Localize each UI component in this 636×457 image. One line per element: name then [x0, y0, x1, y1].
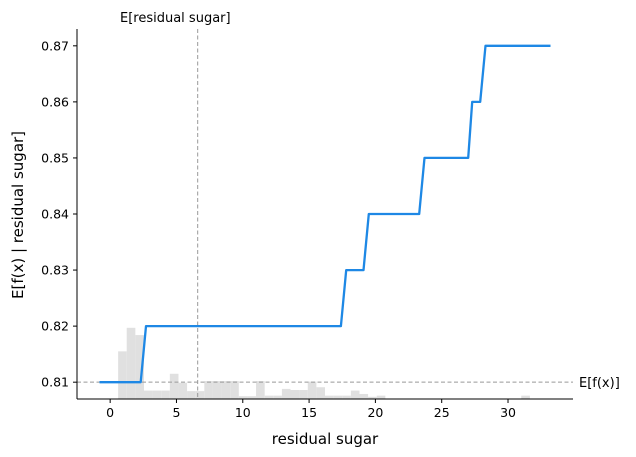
- y-tick-label: 0.83: [41, 263, 69, 278]
- x-tick-label: 20: [367, 405, 383, 420]
- y-tick-label: 0.81: [41, 375, 69, 390]
- vertical-reference-label: E[residual sugar]: [120, 11, 231, 26]
- series-line: [99, 44, 551, 384]
- histogram-bar: [247, 396, 257, 399]
- y-axis-label: E[f(x) | residual sugar]: [9, 131, 27, 299]
- histogram-bar: [187, 391, 196, 399]
- histogram-bar: [299, 390, 308, 399]
- histogram-bar: [316, 387, 325, 399]
- histogram-bar: [350, 390, 360, 399]
- histogram-bar: [368, 396, 377, 399]
- histogram-bar: [342, 395, 351, 399]
- histogram-bar: [135, 335, 144, 399]
- histogram-bar: [273, 395, 282, 399]
- y-tick-label: 0.82: [41, 319, 69, 334]
- axes: 0 5 10 15 20 25 30 0.81 0.82 0.83 0.84 0.85 0.86 0.87: [41, 29, 573, 420]
- histogram-bar: [195, 391, 205, 399]
- histogram-bar: [238, 396, 248, 399]
- x-axis-label: residual sugar: [272, 430, 379, 448]
- histogram-bar: [307, 381, 317, 399]
- y-tick-label: 0.84: [41, 207, 69, 222]
- y-tick-label: 0.86: [41, 94, 69, 109]
- histogram-bar: [376, 395, 386, 399]
- histogram-bar: [325, 395, 334, 399]
- labels: residual sugar E[f(x) | residual sugar] …: [9, 11, 620, 448]
- histogram-bar: [290, 390, 300, 399]
- histogram-bar: [359, 393, 369, 399]
- histogram-bar: [204, 381, 213, 399]
- histogram-bar: [143, 390, 153, 399]
- x-tick-label: 10: [235, 405, 251, 420]
- x-tick-label: 5: [172, 405, 180, 420]
- histogram-bar: [333, 395, 343, 399]
- histogram-bar: [169, 373, 179, 399]
- histogram-bar: [264, 395, 274, 399]
- histogram-bar: [178, 382, 188, 399]
- histogram-bar: [118, 351, 127, 399]
- histogram-bar: [161, 390, 170, 399]
- x-tick-label: 25: [434, 405, 450, 420]
- histogram-bar: [521, 395, 530, 399]
- histogram-bar: [152, 390, 162, 399]
- horizontal-reference-label: E[f(x)]: [579, 376, 620, 391]
- histogram-bar: [212, 381, 222, 399]
- histogram-bar: [256, 381, 265, 399]
- x-tick-label: 15: [301, 405, 317, 420]
- x-tick-label: 30: [500, 405, 516, 420]
- y-tick-label: 0.87: [41, 38, 69, 53]
- histogram-bar: [281, 388, 291, 399]
- histogram-bar: [221, 381, 231, 399]
- y-tick-label: 0.85: [41, 150, 69, 165]
- series-layer: [99, 44, 551, 384]
- histogram: [118, 327, 530, 399]
- histogram-bar: [126, 327, 136, 399]
- x-tick-label: 0: [106, 405, 114, 420]
- reference-lines: [77, 29, 573, 399]
- histogram-bar: [230, 381, 239, 399]
